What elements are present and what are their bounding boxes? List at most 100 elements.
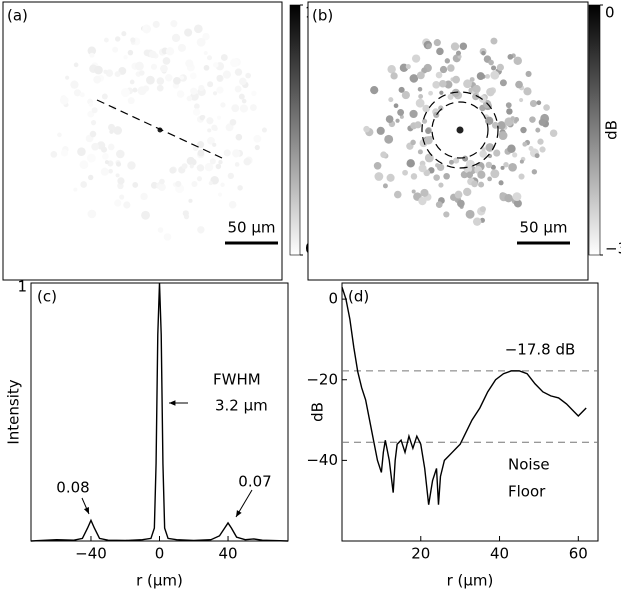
speckle xyxy=(415,98,425,108)
speckle xyxy=(512,192,522,201)
speckle xyxy=(439,90,444,95)
speckle xyxy=(189,164,194,169)
speckle xyxy=(254,144,260,151)
scale-bar-label: 50 μm xyxy=(519,219,567,237)
speckle xyxy=(108,168,113,174)
y-tick-label: −20 xyxy=(306,370,338,388)
annotation: Noise xyxy=(508,456,550,474)
speckle xyxy=(385,115,394,123)
speckle xyxy=(380,151,387,158)
speckle xyxy=(476,72,485,80)
speckle xyxy=(239,77,247,86)
x-axis-label: r (μm) xyxy=(136,572,183,590)
speckle xyxy=(65,75,70,80)
speckle xyxy=(465,209,475,219)
speckle xyxy=(539,146,546,153)
speckle xyxy=(50,151,58,158)
speckle xyxy=(123,55,128,60)
speckle xyxy=(432,81,441,89)
speckle xyxy=(107,143,115,151)
speckle xyxy=(189,72,197,80)
speckle xyxy=(496,63,504,71)
speckle xyxy=(405,63,411,70)
speckle xyxy=(186,95,193,102)
annotation: 0.08 xyxy=(56,479,89,497)
speckle xyxy=(216,74,223,81)
speckle xyxy=(137,86,147,96)
annotation: 0.07 xyxy=(238,473,271,491)
speckle xyxy=(134,61,144,71)
speckle xyxy=(549,129,558,137)
speckle xyxy=(202,32,210,41)
speckle xyxy=(152,20,160,28)
speckle xyxy=(115,36,121,42)
speckle xyxy=(490,70,500,80)
speckle xyxy=(73,187,78,192)
speckle xyxy=(382,183,388,189)
speckle xyxy=(402,169,408,176)
speckle xyxy=(176,90,185,98)
speckle xyxy=(115,173,120,178)
speckle xyxy=(514,116,520,123)
speckle xyxy=(435,201,443,208)
speckle xyxy=(457,199,465,208)
speckle xyxy=(163,233,172,241)
speckle xyxy=(87,209,97,219)
speckle xyxy=(477,170,486,179)
speckle xyxy=(165,47,175,56)
speckle xyxy=(117,177,125,185)
speckle xyxy=(374,172,384,181)
colorbar-label: dB xyxy=(603,120,621,140)
speckle xyxy=(150,63,158,70)
speckle xyxy=(182,210,189,217)
speckle xyxy=(227,172,234,180)
speckle xyxy=(249,104,257,111)
speckle xyxy=(493,149,501,157)
speckle xyxy=(506,108,513,115)
speckle xyxy=(169,167,176,174)
speckle xyxy=(466,171,474,179)
data-line xyxy=(30,282,289,542)
speckle xyxy=(241,98,247,104)
speckle xyxy=(158,183,166,192)
colorbar-tick-label: −30 xyxy=(605,240,621,258)
speckle xyxy=(139,70,145,76)
speckle xyxy=(57,132,62,138)
speckle xyxy=(463,79,472,89)
speckle xyxy=(235,133,243,141)
speckle xyxy=(114,199,122,207)
center-spot xyxy=(456,126,464,134)
speckle xyxy=(416,71,425,80)
speckle xyxy=(216,115,222,120)
speckle xyxy=(193,145,199,152)
speckle xyxy=(73,89,82,97)
speckle xyxy=(198,84,205,92)
speckle xyxy=(481,50,486,56)
speckle xyxy=(471,180,478,188)
speckle xyxy=(100,167,109,176)
speckle xyxy=(451,88,461,98)
speckle xyxy=(386,173,395,182)
speckle xyxy=(175,180,182,188)
speckle xyxy=(525,70,532,77)
speckle xyxy=(197,149,205,157)
speckle xyxy=(450,42,460,51)
speckle xyxy=(435,71,443,79)
arrow-head xyxy=(236,510,242,517)
speckle xyxy=(417,149,423,155)
speckle xyxy=(507,144,516,153)
speckle xyxy=(498,180,504,186)
speckle xyxy=(225,123,234,132)
speckle xyxy=(216,86,224,94)
x-tick-label: 60 xyxy=(569,545,588,563)
speckle xyxy=(490,169,500,179)
x-tick-label: 40 xyxy=(490,545,509,563)
speckle xyxy=(543,104,550,111)
speckle xyxy=(112,46,119,53)
speckle xyxy=(105,69,114,77)
speckle xyxy=(217,192,223,197)
speckle xyxy=(387,65,396,74)
speckle xyxy=(245,72,251,79)
speckle xyxy=(529,116,536,123)
speckle xyxy=(115,149,125,159)
